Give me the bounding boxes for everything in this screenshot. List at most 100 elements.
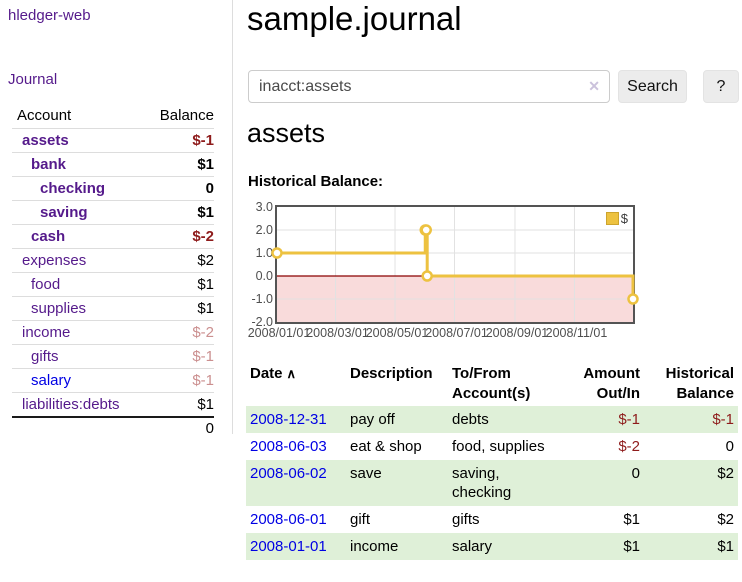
sort-ascending-icon[interactable]: ∧ — [286, 366, 297, 381]
transaction-balance: $1 — [717, 538, 734, 555]
account-balance: $1 — [142, 200, 214, 225]
transaction-description: gift — [350, 511, 371, 528]
account-row: salary $-1 — [12, 368, 214, 393]
sidebar: hledger-web Journal Account Balance asse… — [0, 0, 233, 440]
register-header-historical-balance: Historical Balance — [665, 365, 734, 402]
transaction-description: eat & shop — [350, 438, 422, 455]
account-row: income $-2 — [12, 320, 214, 345]
y-axis-tick-label: -2.0 — [251, 315, 273, 329]
transaction-balance: $2 — [717, 511, 734, 528]
account-link-checking[interactable]: checking — [40, 180, 106, 197]
x-axis-tick-label: 2008/03/01 — [306, 326, 369, 340]
x-axis-tick-label: 2008/09/01 — [485, 326, 549, 340]
transaction-description: income — [350, 538, 399, 555]
x-axis-tick-label: 2008/11/01 — [545, 326, 608, 340]
y-axis-tick-label: 0.0 — [255, 269, 273, 283]
account-row: supplies $1 — [12, 296, 214, 321]
account-heading: assets — [247, 118, 326, 148]
register-header-amount-out-in: Amount Out/In — [583, 365, 640, 402]
accounts-header-account: Account — [12, 104, 143, 129]
account-link-salary[interactable]: salary — [31, 372, 72, 389]
account-balance: $1 — [142, 392, 214, 417]
accounts-total-value: 0 — [142, 416, 214, 440]
account-link-income[interactable]: income — [22, 324, 71, 341]
x-axis-tick-label: 2008/07/01 — [425, 326, 488, 340]
transaction-row: 2008-06-02 save saving, checking 0 $2 — [246, 460, 738, 506]
transaction-row: 2008-01-01 income salary $1 $1 — [246, 533, 738, 560]
transaction-balance: $-1 — [712, 411, 734, 428]
transaction-date-link[interactable]: 2008-01-01 — [250, 538, 327, 555]
account-balance: 0 — [142, 176, 214, 201]
account-balance: $-1 — [142, 344, 214, 369]
brand-link[interactable]: hledger-web — [8, 7, 91, 24]
account-link-bank[interactable]: bank — [31, 156, 67, 173]
account-row: expenses $2 — [12, 248, 214, 273]
x-axis-tick-label: 2008/05/01 — [365, 326, 429, 340]
help-button[interactable]: ? — [703, 70, 739, 103]
account-balance: $-1 — [142, 368, 214, 393]
account-row: gifts $-1 — [12, 344, 214, 369]
x-axis-tick-label: 2008/01/01 — [247, 326, 311, 340]
accounts-header-balance: Balance — [142, 104, 214, 129]
historical-balance-chart: 3.0 2.0 1.0 0.0 -1.0 -2.0 2008/01/01 2008/03/01… — [243, 196, 647, 344]
transaction-amount: $-1 — [618, 411, 640, 428]
account-link-cash[interactable]: cash — [31, 228, 66, 245]
account-row: food $1 — [12, 272, 214, 297]
chart-legend: $ — [605, 211, 628, 226]
search-input[interactable] — [248, 70, 610, 103]
account-balance: $1 — [142, 152, 214, 177]
account-link-food[interactable]: food — [31, 276, 61, 293]
transaction-amount: $1 — [623, 538, 640, 555]
account-link-liabilities-debts[interactable]: liabilities:debts — [22, 396, 120, 413]
account-row: saving $1 — [12, 200, 214, 225]
chart-title: Historical Balance: — [248, 173, 384, 190]
account-balance: $1 — [142, 272, 214, 297]
transaction-row: 2008-12-31 pay off debts $-1 $-1 — [246, 406, 738, 433]
transaction-date-link[interactable]: 2008-06-02 — [250, 465, 327, 482]
transaction-accounts: debts — [452, 411, 489, 428]
account-link-gifts[interactable]: gifts — [31, 348, 59, 365]
account-link-supplies[interactable]: supplies — [31, 300, 87, 317]
account-link-expenses[interactable]: expenses — [22, 252, 87, 269]
transaction-date-link[interactable]: 2008-12-31 — [250, 411, 327, 428]
account-row: cash $-2 — [12, 224, 214, 249]
account-row: bank $1 — [12, 152, 214, 177]
y-axis-tick-label: 3.0 — [255, 200, 273, 214]
transaction-description: pay off — [350, 411, 395, 428]
transaction-accounts: saving, checking — [452, 465, 512, 501]
transaction-amount: $-2 — [618, 438, 640, 455]
search-box: ✕ — [248, 70, 610, 103]
legend-label: $ — [620, 211, 628, 226]
clear-search-icon[interactable]: ✕ — [588, 78, 600, 94]
transaction-accounts: food, supplies — [452, 438, 545, 455]
chart-plot-area: $ — [271, 205, 639, 324]
transaction-amount: 0 — [631, 465, 640, 482]
search-button[interactable]: Search — [618, 70, 687, 103]
transaction-date-link[interactable]: 2008-06-01 — [250, 511, 327, 528]
account-row: checking 0 — [12, 176, 214, 201]
account-balance: $1 — [142, 296, 214, 321]
account-row: liabilities:debts $1 — [12, 392, 214, 417]
account-balance: $-2 — [142, 224, 214, 249]
transaction-date-link[interactable]: 2008-06-03 — [250, 438, 327, 455]
transaction-accounts: salary — [452, 538, 493, 555]
account-link-saving[interactable]: saving — [40, 204, 88, 221]
account-balance: $2 — [142, 248, 214, 273]
register-header-description: Description — [350, 365, 433, 382]
transaction-description: save — [350, 465, 382, 482]
legend-swatch — [605, 212, 619, 225]
sidebar-item-journal[interactable]: Journal — [8, 71, 58, 88]
transaction-amount: $1 — [623, 511, 640, 528]
register-header-date[interactable]: Date ∧ — [250, 365, 297, 382]
register-header-to-from-account-s-: To/From Account(s) — [452, 365, 531, 402]
transaction-row: 2008-06-01 gift gifts $1 $2 — [246, 506, 738, 533]
search-row: ✕ Search ? — [248, 70, 740, 103]
page-title: sample.journal — [247, 0, 462, 37]
account-link-assets[interactable]: assets — [22, 132, 69, 149]
register-table: Date ∧ Description To/From Account(s) Amount… — [246, 362, 738, 560]
account-balance: $-2 — [142, 320, 214, 345]
y-axis-tick-label: 2.0 — [255, 223, 273, 237]
transaction-balance: $2 — [717, 465, 734, 482]
y-axis-tick-label: -1.0 — [251, 292, 273, 306]
transaction-row: 2008-06-03 eat & shop food, supplies $-2 0 — [246, 433, 738, 460]
